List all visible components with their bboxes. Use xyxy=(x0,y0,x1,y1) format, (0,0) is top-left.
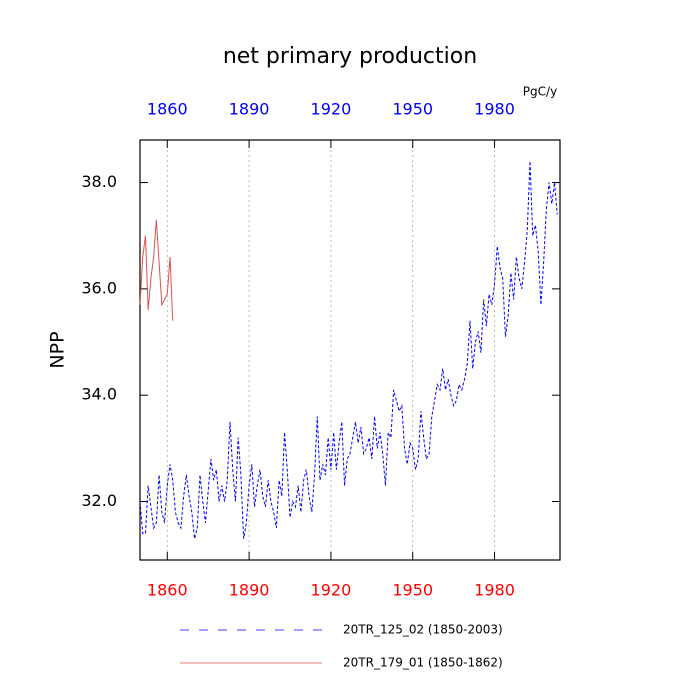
y-tick-label: 38.0 xyxy=(81,172,117,191)
x-tick-label-top: 1920 xyxy=(311,100,352,119)
units-label: PgC/y xyxy=(523,85,557,99)
y-tick-label: 32.0 xyxy=(81,491,117,510)
x-tick-label: 1860 xyxy=(147,581,188,600)
y-tick-label: 34.0 xyxy=(81,385,117,404)
x-tick-label: 1980 xyxy=(474,581,515,600)
x-tick-label: 1920 xyxy=(311,581,352,600)
series-line xyxy=(139,219,174,321)
x-tick-label: 1890 xyxy=(229,581,270,600)
x-tick-label-top: 1860 xyxy=(147,100,188,119)
x-tick-label-top: 1890 xyxy=(229,100,270,119)
x-tick-label-top: 1980 xyxy=(474,100,515,119)
plot-frame xyxy=(139,139,561,561)
x-tick-label-top: 1950 xyxy=(392,100,433,119)
y-axis-label: NPP xyxy=(47,331,69,368)
y-tick-label: 36.0 xyxy=(81,278,117,297)
legend-label: 20TR_179_01 (1850-1862) xyxy=(343,656,503,670)
chart-title: net primary production xyxy=(223,44,477,69)
legend-label: 20TR_125_02 (1850-2003) xyxy=(343,623,503,637)
x-tick-label: 1950 xyxy=(392,581,433,600)
series-line xyxy=(139,161,558,539)
